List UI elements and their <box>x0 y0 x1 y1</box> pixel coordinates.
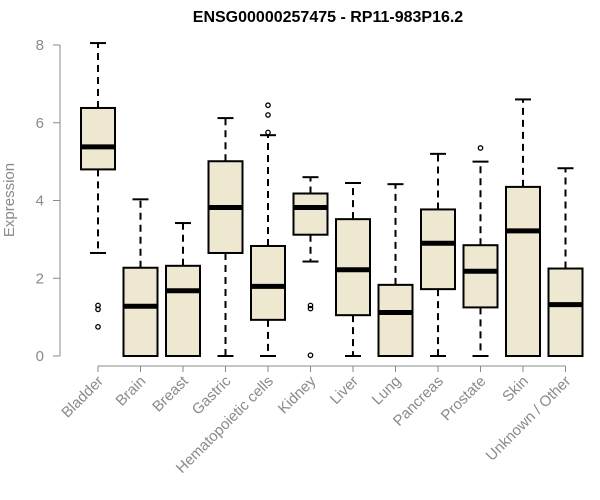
chart-title: ENSG00000257475 - RP11-983P16.2 <box>193 9 464 26</box>
outlier-point <box>307 305 314 312</box>
box-lung <box>377 183 414 358</box>
x-tick-label: Skin <box>499 373 532 406</box>
outlier-point <box>265 102 271 109</box>
box-gastric <box>207 117 244 357</box>
outlier-point <box>307 352 314 359</box>
box-iqr <box>165 264 201 357</box>
box-iqr <box>80 106 116 171</box>
outlier-point <box>477 145 484 151</box>
box-iqr <box>420 208 456 291</box>
box-bladder <box>80 42 116 330</box>
box-iqr <box>122 266 159 357</box>
x-tick-label: Kidney <box>275 372 320 417</box>
box-iqr <box>250 244 286 321</box>
box-hematopoietic-cells <box>250 102 286 357</box>
y-tick-label: 6 <box>36 115 44 132</box>
y-tick-label: 0 <box>36 348 44 365</box>
box-pancreas <box>420 152 456 357</box>
box-iqr <box>547 267 584 357</box>
y-axis: 0 2 4 6 8 <box>36 37 61 365</box>
box-iqr <box>335 218 371 317</box>
box-kidney <box>292 176 329 359</box>
outlier-point <box>95 306 101 313</box>
outlier-point <box>265 112 271 118</box>
x-tick-label: Breast <box>149 372 192 415</box>
plot-area <box>80 42 584 359</box>
y-tick-label: 4 <box>36 193 44 210</box>
box-unknown-other <box>547 167 584 357</box>
y-tick-label: 8 <box>36 37 44 54</box>
outlier-point <box>95 323 101 330</box>
y-axis-label: Expression <box>1 163 18 237</box>
box-iqr <box>377 283 414 358</box>
x-tick-label: Lung <box>369 373 405 409</box>
x-tick-label: Prostate <box>438 373 490 425</box>
outlier-point <box>265 129 271 136</box>
box-iqr <box>292 192 329 236</box>
outlier-point <box>307 302 314 309</box>
box-breast <box>165 222 201 357</box>
y-tick-label: 2 <box>36 270 44 287</box>
box-prostate <box>462 145 499 357</box>
box-iqr <box>462 244 499 309</box>
box-liver <box>335 182 371 357</box>
box-iqr <box>505 185 541 357</box>
x-tick-label: Bladder <box>58 373 107 422</box>
x-tick-label: Brain <box>113 373 150 410</box>
box-brain <box>122 198 159 357</box>
x-tick-label: Liver <box>327 373 362 408</box>
box-skin <box>505 98 541 357</box>
